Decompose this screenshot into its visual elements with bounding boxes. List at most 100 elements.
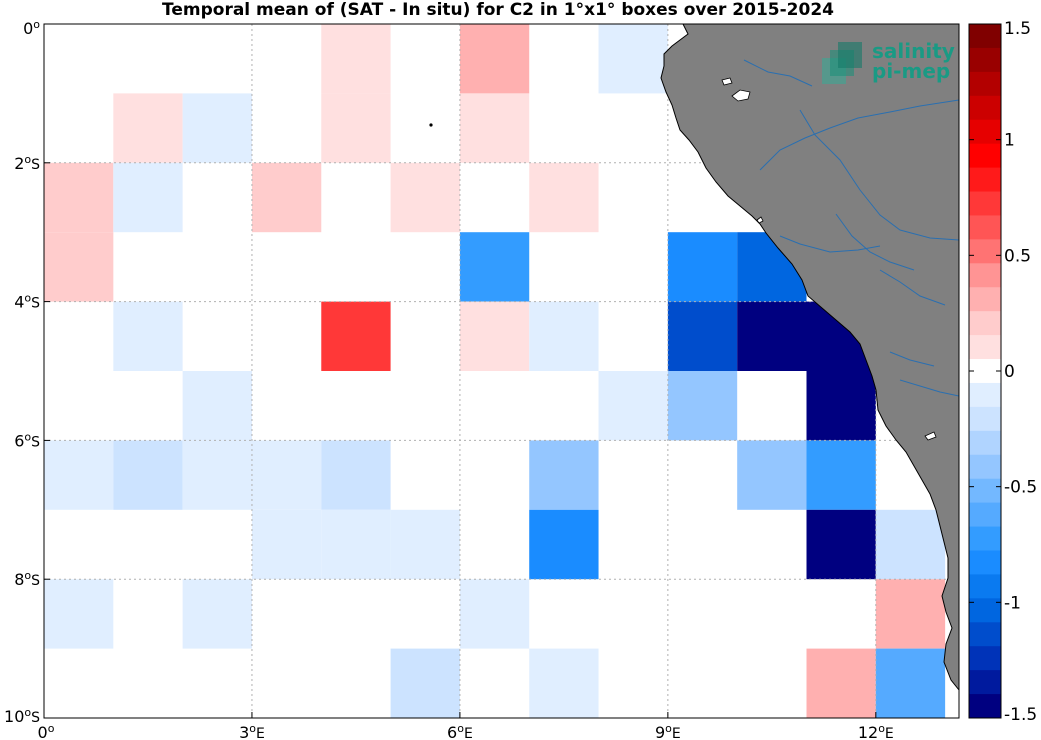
- data-cell: [667, 232, 738, 302]
- data-cell: [251, 162, 322, 233]
- colorbar-segment: [969, 502, 1001, 528]
- colorbar-segment: [969, 526, 1001, 551]
- data-cell: [459, 232, 530, 302]
- colorbar-segment: [969, 263, 1001, 288]
- data-cell: [529, 509, 599, 580]
- data-cell: [113, 93, 183, 163]
- data-cell: [806, 440, 876, 510]
- colorbar-segment: [969, 119, 1001, 145]
- colorbar-tick-label: -1.5: [1004, 705, 1037, 725]
- data-cell: [390, 648, 460, 718]
- x-tick-label: 12oE: [858, 722, 894, 740]
- data-cell: [875, 579, 946, 649]
- colorbar-tick-label: 0: [1004, 362, 1015, 382]
- data-cell: [806, 648, 876, 718]
- data-cell: [182, 440, 252, 510]
- y-tick-label: 4oS: [14, 292, 40, 312]
- data-cell: [321, 24, 391, 94]
- plot-area: [44, 24, 959, 718]
- colorbar-ticks: 1.5 1 0.5 0 -0.5 -1 -1.5: [969, 19, 1037, 725]
- data-cell: [737, 301, 807, 371]
- logo-line-1: salinity: [872, 39, 955, 63]
- logo-line-2: pi-mep: [872, 59, 950, 83]
- x-axis-ticks: 0o 3oE 6oE 9oE 12oE: [38, 712, 894, 740]
- colorbar-segment: [969, 406, 1001, 432]
- data-cell: [182, 371, 252, 441]
- colorbar-segment: [969, 311, 1001, 336]
- data-cell: [667, 371, 738, 441]
- y-tick-label: 6oS: [14, 430, 40, 450]
- plot-frame: [43, 23, 960, 719]
- data-cell: [390, 162, 460, 233]
- data-cell: [182, 93, 252, 163]
- colorbar-segment: [969, 478, 1001, 504]
- x-tick-label: 0o: [38, 722, 55, 740]
- colorbar-segment: [969, 167, 1001, 193]
- data-cell: [667, 301, 738, 371]
- colorbar-segment: [969, 382, 1001, 408]
- colorbar-tick-label: -1: [1004, 593, 1021, 613]
- data-cell: [390, 509, 460, 580]
- chart-title: Temporal mean of (SAT - In situ) for C2 …: [162, 0, 834, 20]
- data-cell: [529, 162, 599, 233]
- data-cell: [529, 648, 599, 718]
- salinity-logo-icon: [822, 42, 862, 84]
- data-cell: [113, 301, 183, 371]
- colorbar-segment: [969, 71, 1001, 97]
- data-cell: [459, 93, 530, 163]
- colorbar-segment: [969, 574, 1001, 599]
- colorbar: [969, 24, 1001, 719]
- data-cell: [44, 579, 114, 649]
- colorbar-segment: [969, 550, 1001, 575]
- data-cell: [321, 509, 391, 580]
- data-cell: [321, 301, 391, 371]
- y-tick-label: 2oS: [14, 153, 40, 173]
- x-tick-label: 3oE: [239, 722, 265, 740]
- colorbar-segment: [969, 694, 1001, 719]
- colorbar-segment: [969, 215, 1001, 240]
- data-cell: [598, 24, 668, 94]
- data-cell: [806, 509, 876, 580]
- colorbar-segment: [969, 454, 1001, 480]
- data-cell: [529, 440, 599, 510]
- x-tick-label: 9oE: [655, 722, 681, 740]
- colorbar-segment: [969, 24, 1001, 49]
- colorbar-segment: [969, 143, 1001, 169]
- colorbar-segment: [969, 646, 1001, 671]
- colorbar-segment: [969, 598, 1001, 623]
- colorbar-segment: [969, 95, 1001, 121]
- colorbar-segment: [969, 670, 1001, 695]
- data-cell: [251, 440, 322, 510]
- data-cell: [44, 440, 114, 510]
- salinity-logo: salinity pi-mep: [822, 39, 955, 84]
- data-cell: [737, 440, 807, 510]
- colorbar-segment: [969, 191, 1001, 216]
- data-cell: [875, 648, 946, 718]
- data-cell: [459, 24, 530, 94]
- colorbar-segment: [969, 239, 1001, 264]
- data-cell: [459, 301, 530, 371]
- data-cell: [806, 371, 876, 441]
- colorbar-segment: [969, 287, 1001, 312]
- islands: [721, 77, 937, 441]
- colorbar-segment: [969, 359, 1001, 384]
- data-cell: [113, 440, 183, 510]
- y-axis-ticks: 0o 2oS 4oS 6oS 8oS 10oS: [4, 18, 50, 726]
- x-tick-label: 6oE: [447, 722, 473, 740]
- small-island: [429, 123, 433, 127]
- data-cell: [113, 162, 183, 233]
- data-cell: [44, 232, 114, 302]
- data-cell: [321, 93, 391, 163]
- data-cell: [875, 509, 946, 580]
- colorbar-segment: [969, 430, 1001, 456]
- data-cells: [44, 24, 946, 718]
- land-mass: [660, 24, 959, 691]
- y-tick-label: 8oS: [14, 569, 40, 589]
- y-tick-label: 10oS: [4, 706, 40, 726]
- data-cell: [459, 579, 530, 649]
- colorbar-tick-label: -0.5: [1004, 478, 1037, 498]
- data-cell: [598, 371, 668, 441]
- data-cell: [529, 301, 599, 371]
- river-network: [743, 59, 959, 397]
